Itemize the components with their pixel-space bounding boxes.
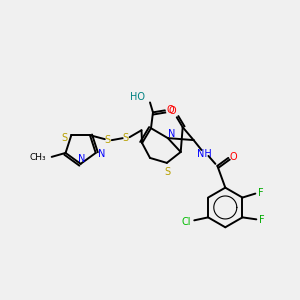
Text: N: N	[78, 154, 85, 164]
Text: F: F	[259, 188, 264, 198]
Text: S: S	[123, 133, 129, 143]
Text: S: S	[61, 133, 68, 143]
Text: CH₃: CH₃	[29, 153, 46, 162]
Text: O: O	[169, 106, 177, 116]
Text: S: S	[165, 167, 171, 177]
Text: HO: HO	[130, 92, 145, 101]
Text: S: S	[105, 135, 111, 145]
Text: Cl: Cl	[182, 217, 191, 227]
Text: O: O	[167, 105, 175, 116]
Text: N: N	[168, 129, 176, 139]
Text: NH: NH	[197, 149, 212, 159]
Text: N: N	[98, 149, 105, 159]
Text: O: O	[230, 152, 237, 162]
Text: F: F	[260, 215, 265, 225]
